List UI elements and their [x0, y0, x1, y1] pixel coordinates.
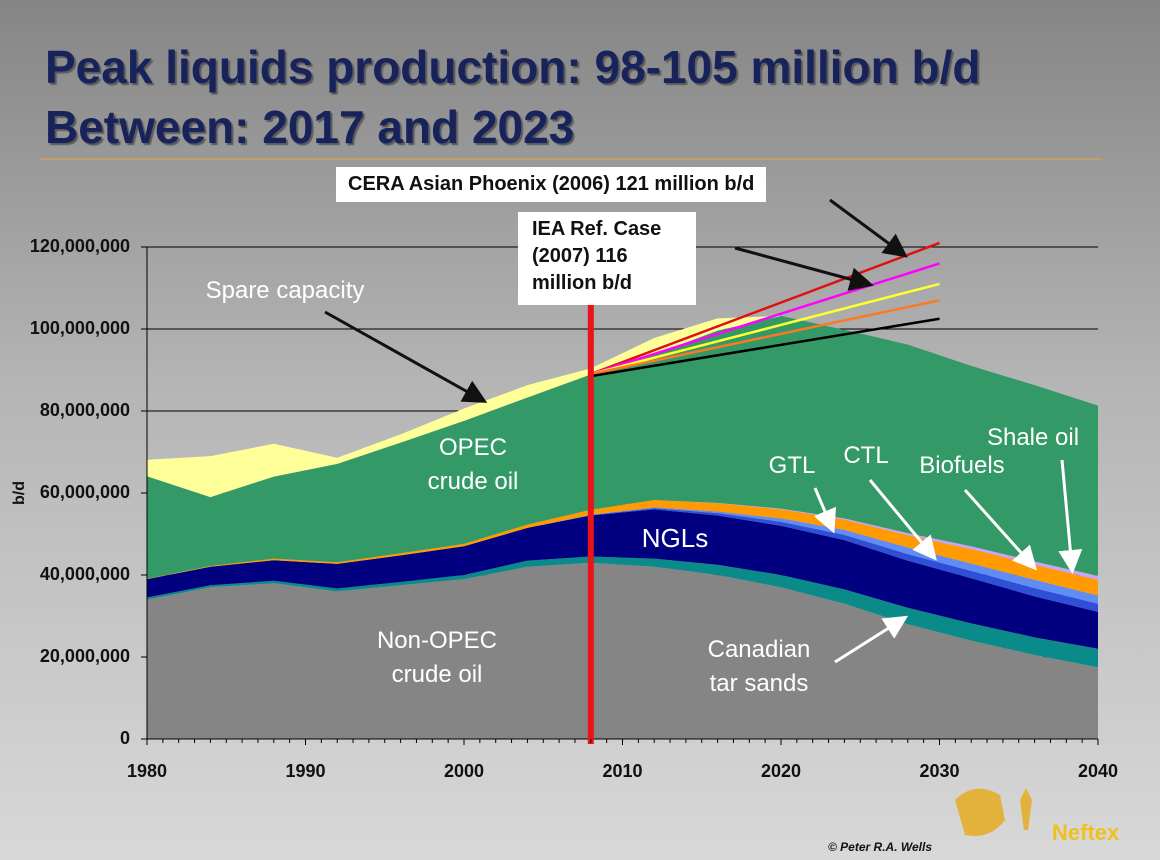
x-tick-label: 2020	[761, 761, 801, 781]
y-axis-label: b/d	[11, 481, 28, 505]
arrow	[1058, 459, 1083, 574]
x-tick-label: 2000	[444, 761, 484, 781]
logo-lion	[955, 788, 1005, 836]
y-tick-label: 100,000,000	[30, 318, 130, 338]
x-tick-label: 2040	[1078, 761, 1118, 781]
area	[147, 499, 1098, 596]
arrow	[829, 198, 908, 258]
area	[147, 315, 1098, 498]
series-label: Spare capacity	[205, 277, 365, 304]
y-tick-label: 80,000,000	[40, 400, 130, 420]
scenario-line	[590, 262, 940, 376]
logo: Neftex	[1052, 820, 1120, 845]
subtitle: Between: 2017 and 2023	[45, 101, 575, 153]
scenario-line	[590, 317, 940, 378]
area	[147, 315, 1098, 579]
logo-torch	[1020, 788, 1032, 830]
area	[147, 509, 1098, 649]
series-label: Non-OPEC crude oil	[376, 627, 498, 688]
arrow	[834, 615, 909, 664]
arrow	[813, 487, 837, 534]
series-label: Canadian tar sands	[707, 636, 811, 697]
y-tick-label: 60,000,000	[40, 482, 130, 502]
y-tick-label: 20,000,000	[40, 646, 130, 666]
x-tick-label: 2010	[602, 761, 642, 781]
series-label: CTL	[843, 442, 889, 469]
x-tick-label: 2030	[919, 761, 959, 781]
arrow	[868, 479, 937, 561]
area	[147, 556, 1098, 668]
annotation-box: IEA Ref. Case (2007) 116 million b/d	[518, 212, 696, 305]
arrow	[324, 310, 488, 403]
y-tick-label: 120,000,000	[30, 236, 130, 256]
title: Peak liquids production: 98-105 million …	[45, 41, 981, 93]
scenario-line	[590, 282, 940, 376]
series-label: GTL	[768, 452, 816, 479]
overlay	[324, 198, 1083, 664]
series-label: OPEC crude oil	[427, 434, 519, 495]
copyright: © Peter R.A. Wells	[828, 840, 932, 854]
annotation-box: CERA Asian Phoenix (2006) 121 million b/…	[336, 167, 767, 202]
arrow	[963, 488, 1038, 571]
series-label: NGLs	[641, 523, 709, 553]
scenario-line	[590, 299, 940, 376]
scenario-line	[590, 241, 940, 376]
x-tick-label: 1990	[285, 761, 325, 781]
area	[147, 562, 1098, 739]
area	[147, 508, 1098, 612]
y-tick-label: 40,000,000	[40, 564, 130, 584]
arrow	[734, 246, 874, 291]
plot-area	[146, 241, 1098, 744]
x-tick-label: 1980	[127, 761, 167, 781]
series-label: Biofuels	[919, 452, 1005, 479]
y-tick-label: 0	[120, 728, 130, 748]
series-label: Shale oil	[986, 424, 1080, 451]
